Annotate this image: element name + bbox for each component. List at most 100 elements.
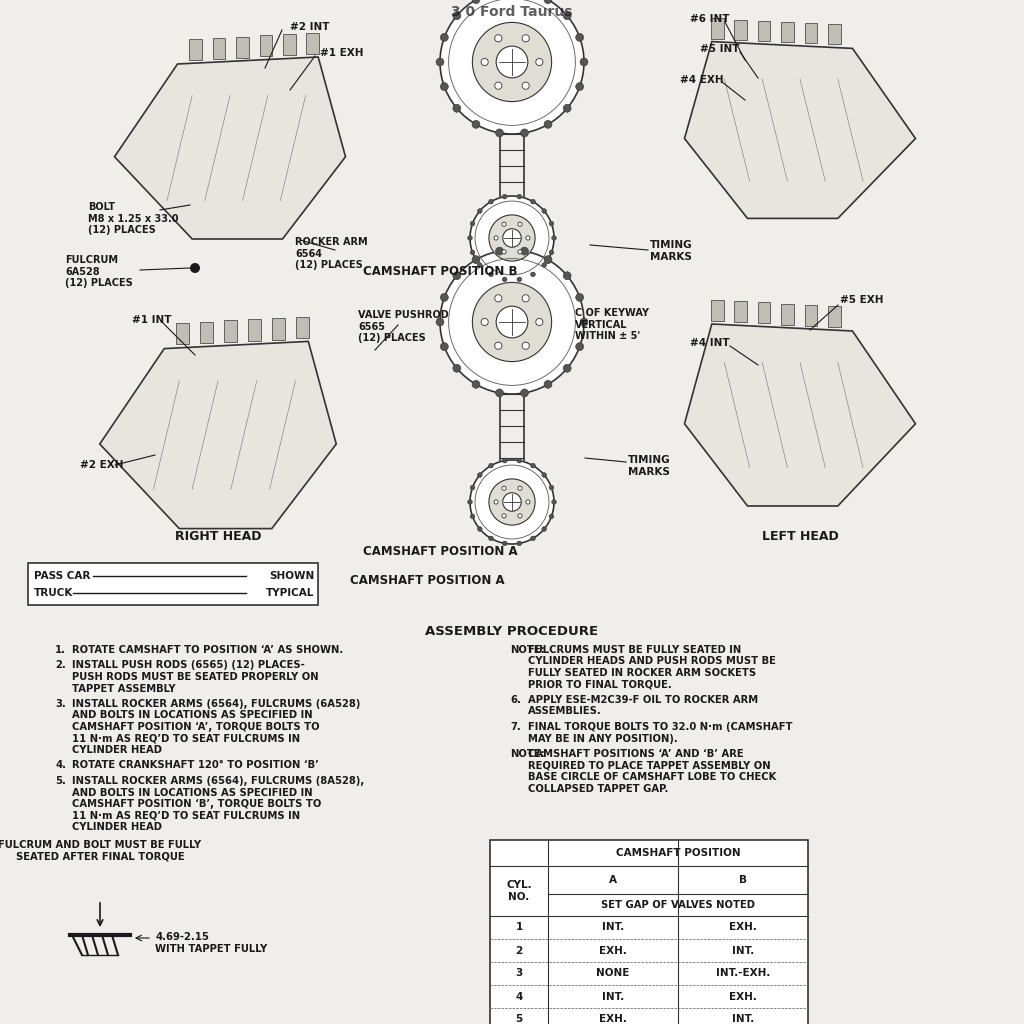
Circle shape [495, 82, 502, 89]
Circle shape [472, 0, 480, 4]
Circle shape [542, 209, 547, 213]
Circle shape [472, 121, 480, 128]
Circle shape [488, 200, 494, 204]
Text: CAMSHAFT POSITION B: CAMSHAFT POSITION B [362, 265, 517, 278]
Text: CYLINDER HEAD: CYLINDER HEAD [72, 745, 162, 755]
Text: PASS CAR: PASS CAR [34, 571, 90, 581]
Circle shape [530, 463, 536, 468]
Bar [758, 302, 770, 324]
Polygon shape [684, 324, 915, 506]
Circle shape [502, 250, 506, 254]
Text: CAMSHAFT POSITION ‘A’, TORQUE BOLTS TO: CAMSHAFT POSITION ‘A’, TORQUE BOLTS TO [72, 722, 319, 732]
Circle shape [544, 0, 552, 4]
Text: CAMSHAFT POSITION A: CAMSHAFT POSITION A [362, 545, 517, 558]
Circle shape [503, 228, 521, 247]
Text: #5 INT: #5 INT [700, 44, 739, 54]
Circle shape [436, 58, 444, 66]
Circle shape [542, 473, 547, 477]
Bar [201, 322, 213, 343]
Text: BASE CIRCLE OF CAMSHAFT LOBE TO CHECK: BASE CIRCLE OF CAMSHAFT LOBE TO CHECK [528, 772, 776, 782]
Text: TAPPET ASSEMBLY: TAPPET ASSEMBLY [72, 683, 176, 693]
Text: 7.: 7. [510, 722, 521, 732]
Circle shape [472, 256, 480, 263]
Bar [711, 300, 724, 322]
Text: RIGHT HEAD: RIGHT HEAD [175, 530, 261, 543]
Circle shape [520, 389, 528, 397]
Text: BOLT
M8 x 1.25 x 33.0
(12) PLACES: BOLT M8 x 1.25 x 33.0 (12) PLACES [88, 202, 178, 236]
Bar [805, 305, 817, 326]
Text: CAMSHAFT POSITION: CAMSHAFT POSITION [615, 848, 740, 858]
Circle shape [440, 0, 584, 134]
Text: 1.: 1. [55, 645, 66, 655]
Text: VALVE PUSHROD
6565
(12) PLACES: VALVE PUSHROD 6565 (12) PLACES [358, 310, 449, 343]
Circle shape [477, 526, 482, 531]
Text: ROCKER ARM
6564
(12) PLACES: ROCKER ARM 6564 (12) PLACES [295, 237, 368, 270]
Circle shape [522, 342, 529, 349]
Text: INT.: INT. [602, 923, 624, 933]
Circle shape [440, 83, 449, 90]
Text: 3.: 3. [55, 699, 66, 709]
Circle shape [470, 485, 475, 489]
Circle shape [563, 365, 571, 373]
Bar [828, 24, 841, 44]
Circle shape [542, 526, 547, 531]
Circle shape [453, 365, 461, 373]
Text: TYPICAL: TYPICAL [265, 588, 314, 598]
Circle shape [481, 58, 488, 66]
Text: 6.: 6. [510, 695, 521, 705]
Circle shape [536, 58, 543, 66]
Circle shape [494, 500, 498, 504]
Circle shape [470, 250, 475, 255]
Bar [734, 301, 746, 323]
Text: PRIOR TO FINAL TORQUE.: PRIOR TO FINAL TORQUE. [528, 680, 672, 689]
Circle shape [502, 222, 506, 226]
Circle shape [470, 460, 554, 544]
Circle shape [502, 486, 506, 490]
Text: INT.-EXH.: INT.-EXH. [716, 969, 770, 979]
Circle shape [518, 514, 522, 518]
Circle shape [488, 479, 536, 525]
Circle shape [530, 536, 536, 541]
Circle shape [470, 514, 475, 519]
Text: 1: 1 [515, 923, 522, 933]
Circle shape [518, 250, 522, 254]
Bar [805, 23, 817, 43]
Text: 4.: 4. [55, 761, 66, 770]
Circle shape [544, 256, 552, 263]
Circle shape [494, 236, 498, 240]
Text: FINAL TORQUE BOLTS TO 32.0 N·m (CAMSHAFT: FINAL TORQUE BOLTS TO 32.0 N·m (CAMSHAFT [528, 722, 793, 732]
Circle shape [472, 380, 480, 388]
Circle shape [549, 485, 554, 489]
Circle shape [488, 215, 536, 261]
Circle shape [549, 250, 554, 255]
Bar [28, 563, 318, 605]
Circle shape [520, 129, 528, 137]
Circle shape [495, 35, 502, 42]
Text: TRUCK: TRUCK [34, 588, 74, 598]
Bar [306, 33, 319, 54]
Circle shape [496, 129, 504, 137]
Circle shape [575, 294, 584, 301]
Circle shape [477, 209, 482, 213]
Circle shape [470, 221, 475, 226]
Circle shape [472, 23, 552, 101]
Text: ASSEMBLY PROCEDURE: ASSEMBLY PROCEDURE [425, 625, 599, 638]
Circle shape [530, 272, 536, 276]
Circle shape [497, 306, 527, 338]
Circle shape [580, 58, 588, 66]
Text: #2 EXH: #2 EXH [80, 460, 124, 470]
Polygon shape [684, 42, 915, 218]
Circle shape [440, 34, 449, 41]
Bar [490, 840, 808, 1024]
Circle shape [563, 11, 571, 19]
Text: COLLAPSED TAPPET GAP.: COLLAPSED TAPPET GAP. [528, 783, 669, 794]
Bar [781, 303, 794, 325]
Circle shape [495, 342, 502, 349]
Circle shape [520, 247, 528, 255]
Text: 2: 2 [515, 945, 522, 955]
Text: 4: 4 [515, 991, 522, 1001]
Text: EXH.: EXH. [599, 945, 627, 955]
Circle shape [517, 195, 521, 199]
Text: #1 EXH: #1 EXH [319, 48, 364, 58]
Text: #4 INT: #4 INT [690, 338, 730, 348]
